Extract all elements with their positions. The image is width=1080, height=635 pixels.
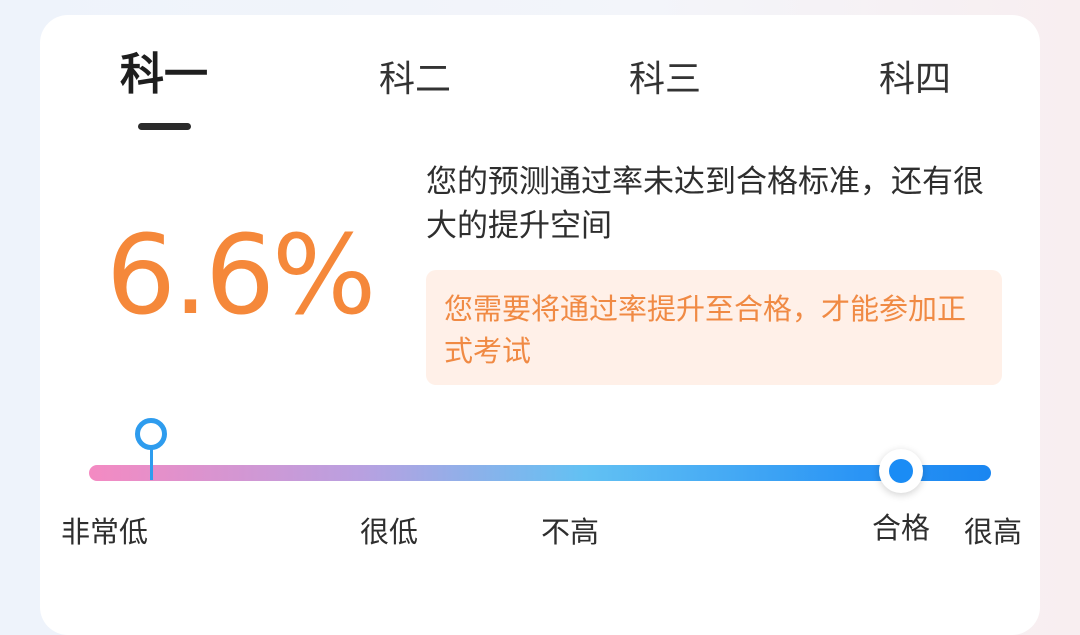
current-rate-marker-icon xyxy=(135,418,167,450)
pass-threshold-marker xyxy=(879,449,923,493)
scale-label-not-high: 不高 xyxy=(541,515,600,549)
tab-subject-2[interactable]: 科二 xyxy=(378,59,451,100)
scale-label-very-low: 非常低 xyxy=(61,515,149,549)
tip-text: 您需要将通过率提升至合格，才能参加正式考试 xyxy=(444,292,967,368)
tip-box: 您需要将通过率提升至合格，才能参加正式考试 xyxy=(426,270,1002,385)
active-tab-indicator xyxy=(138,123,191,130)
scale-label-very-high: 很高 xyxy=(964,515,1023,549)
tab-subject-3[interactable]: 科三 xyxy=(628,59,701,100)
tab-subject-4[interactable]: 科四 xyxy=(878,59,951,100)
tab-subject-1[interactable]: 科一 xyxy=(120,49,208,100)
scale-label-low: 很低 xyxy=(360,515,419,549)
prediction-message: 您的预测通过率未达到合格标准，还有很大的提升空间 xyxy=(426,164,984,244)
pass-rate-value: 6.6% xyxy=(106,211,376,339)
scale-label-pass: 合格 xyxy=(872,511,931,545)
current-rate-marker-line xyxy=(150,446,153,480)
pass-rate-scale-bar xyxy=(89,465,991,481)
